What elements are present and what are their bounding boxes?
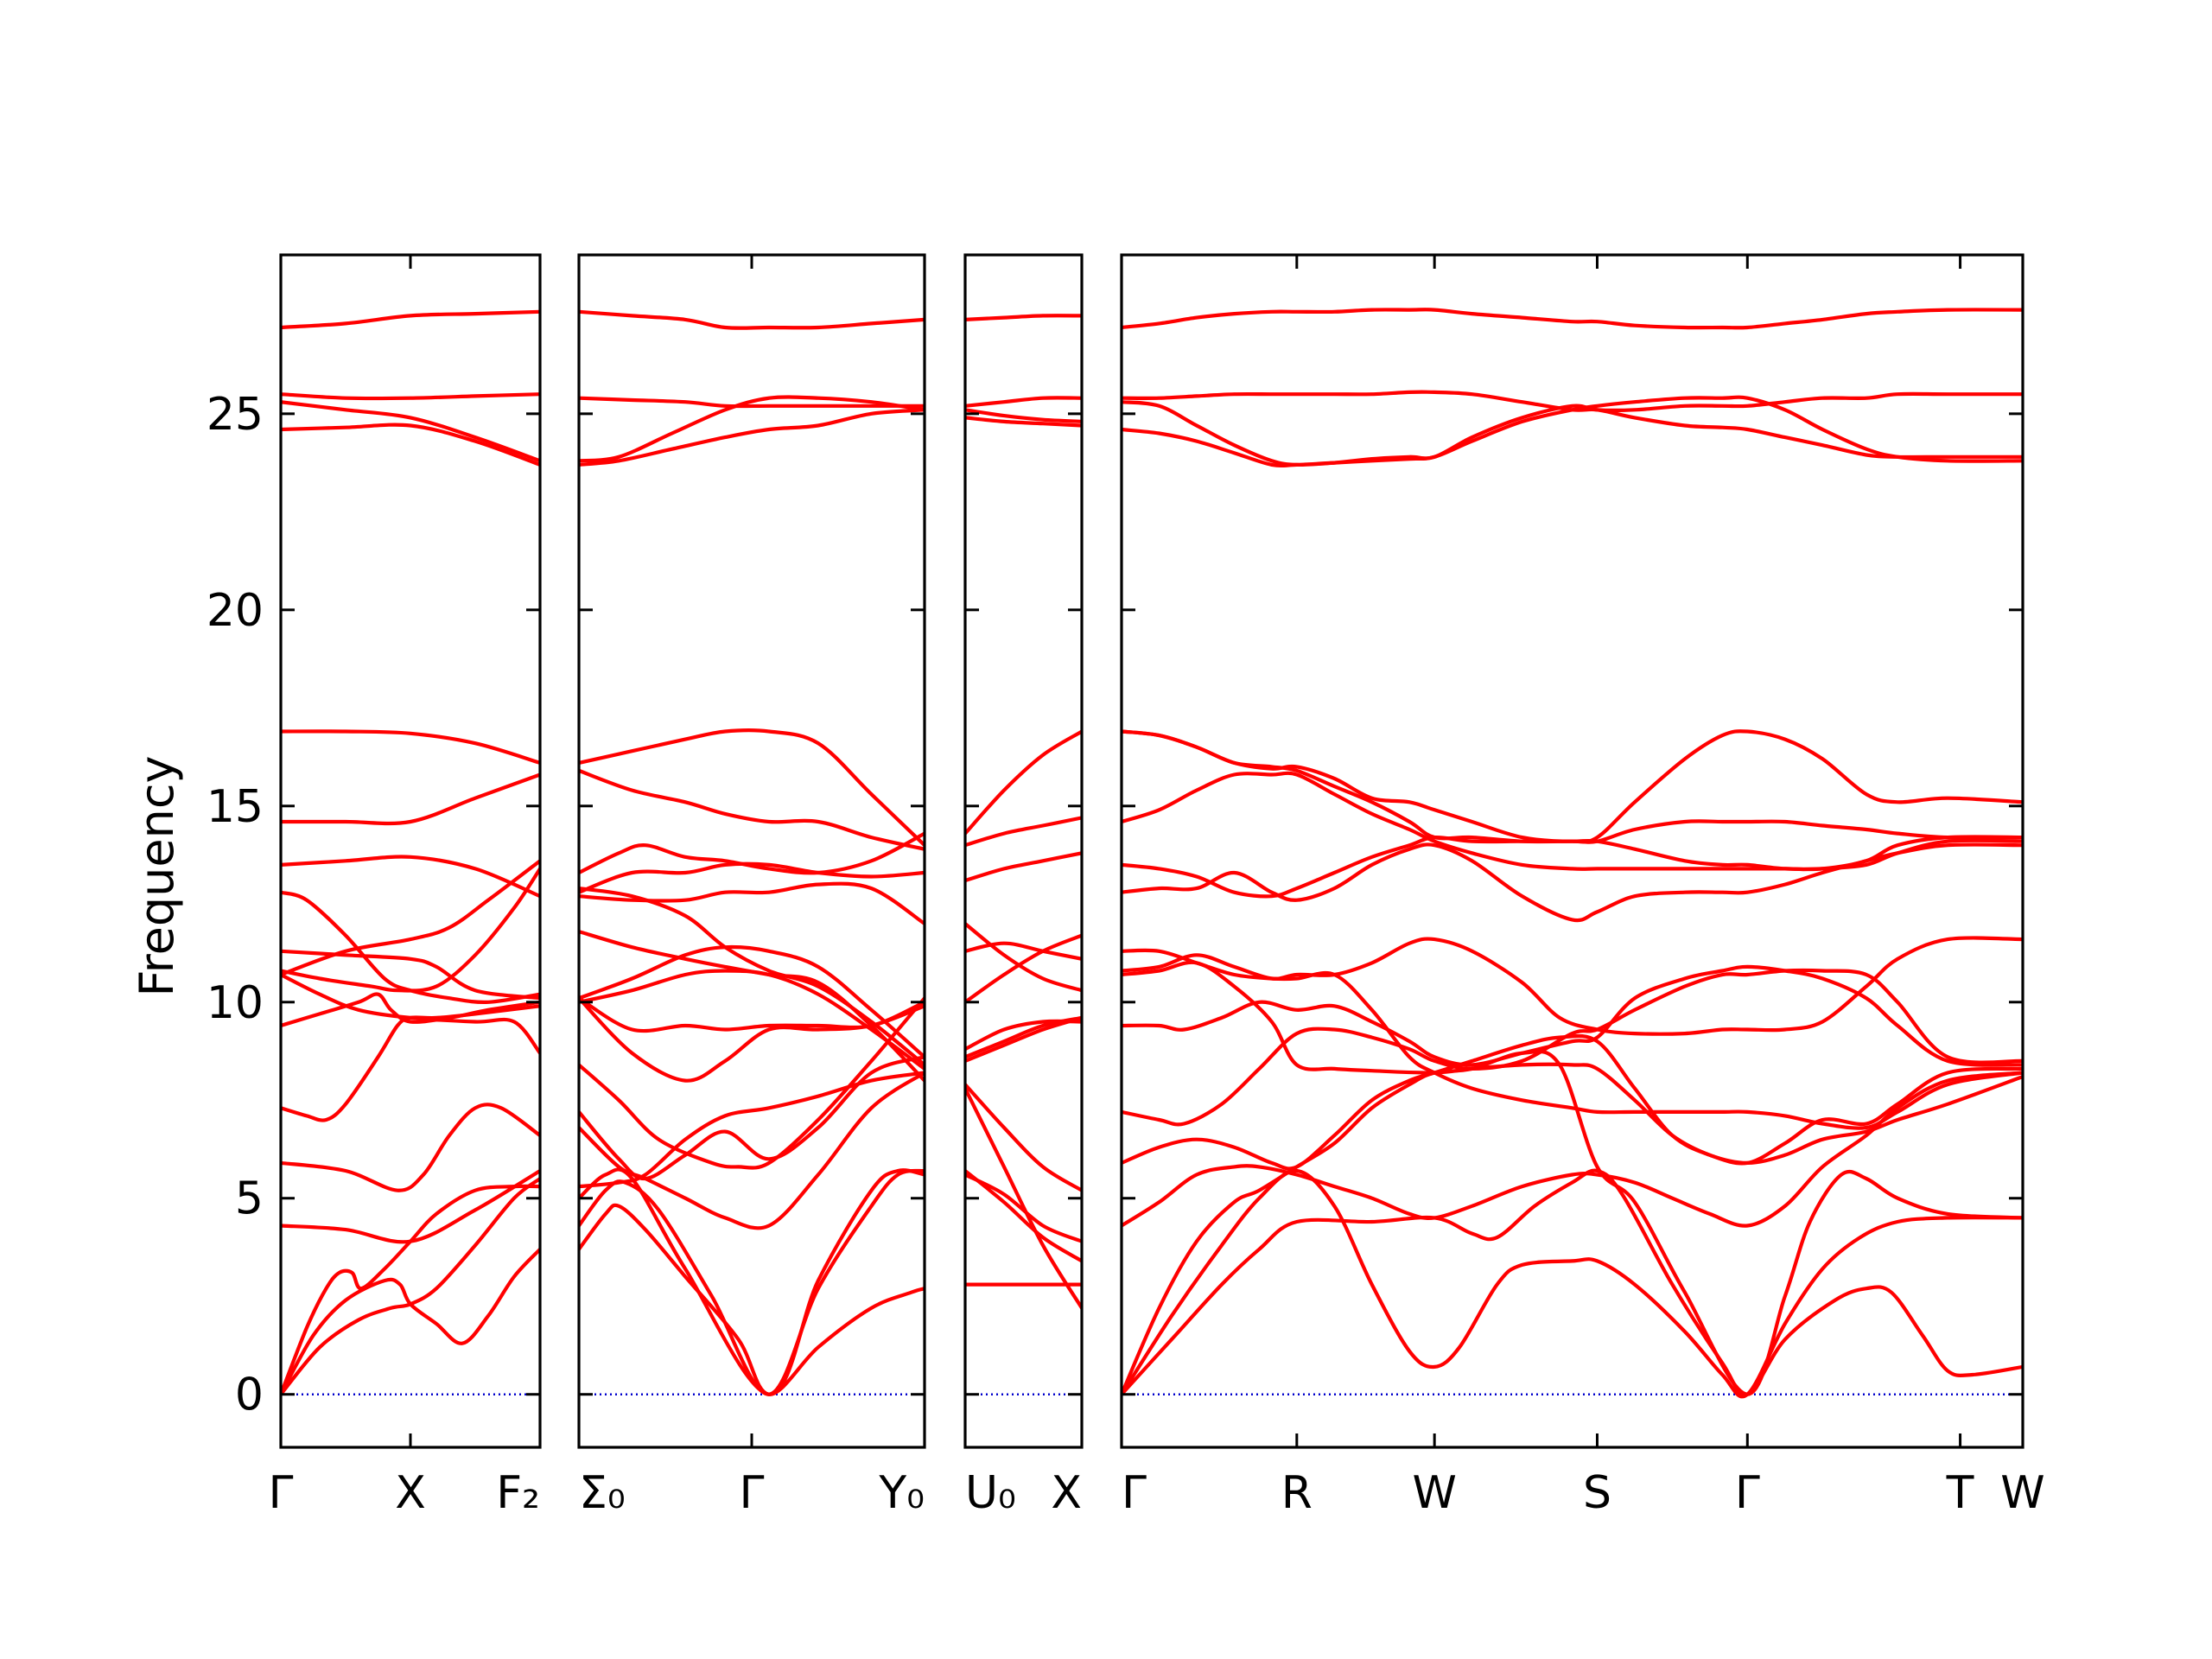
band-1	[1122, 1168, 2023, 1397]
band-15	[965, 416, 1082, 428]
y-tick-label: 10	[207, 977, 264, 1029]
band-9	[281, 867, 540, 993]
panel-frame	[963, 253, 1084, 1449]
band-18	[1122, 390, 2023, 460]
band-13	[281, 855, 540, 899]
x-tick-label: U₀	[965, 1467, 1016, 1519]
band-lines	[281, 309, 540, 1396]
band-7	[1122, 964, 2023, 1067]
band-16	[579, 831, 925, 875]
band-8	[1122, 960, 2023, 1165]
band-15	[281, 729, 540, 765]
x-tick-label: Γ	[269, 1467, 294, 1519]
band-10	[1122, 948, 2023, 1130]
band-1	[579, 1203, 925, 1396]
y-tick-label: 20	[207, 585, 264, 637]
x-tick-label: X	[395, 1467, 426, 1519]
band-14	[579, 881, 925, 926]
band-lines	[1122, 308, 2023, 1399]
band-5	[579, 1071, 925, 1230]
band-10	[579, 944, 925, 1059]
band-11	[965, 941, 1082, 961]
band-8	[965, 1019, 1082, 1052]
band-5	[1122, 1033, 2023, 1171]
band-7	[579, 996, 925, 1170]
band-11	[281, 890, 540, 1004]
band-16	[1122, 395, 2023, 468]
band-3	[1122, 1049, 2023, 1396]
x-tick-label: F₂	[496, 1467, 540, 1519]
band-4	[281, 1168, 540, 1244]
x-tick-label: W	[2000, 1467, 2044, 1519]
band-18	[281, 392, 540, 401]
band-12	[965, 851, 1082, 883]
band-1	[281, 1184, 540, 1396]
x-tick-label: Σ₀	[579, 1467, 626, 1519]
x-tick-label: X	[1051, 1467, 1082, 1519]
band-16	[965, 408, 1082, 423]
band-13	[1122, 771, 2023, 872]
x-tick-label: Y₀	[878, 1467, 925, 1519]
band-14	[281, 772, 540, 826]
panel-1: Γ X F₂	[269, 253, 542, 1519]
band-17	[965, 396, 1082, 408]
x-tick-label: T	[1946, 1467, 1974, 1519]
band-21	[579, 396, 925, 409]
y-axis-ticks: 0 5 10 15 20 25	[207, 389, 264, 1421]
band-4	[1122, 1071, 2023, 1228]
band-15	[1122, 729, 2023, 844]
band-panels: Γ X F₂ Σ₀ Γ Y₀ U₀ X Γ R W S Γ T W	[269, 253, 2045, 1519]
band-14	[965, 729, 1082, 836]
x-tick-label: Γ	[1735, 1467, 1760, 1519]
y-tick-label: 15	[207, 781, 264, 833]
band-12	[579, 930, 925, 1083]
band-18	[579, 728, 925, 848]
x-tick-label: Γ	[1122, 1467, 1147, 1519]
band-2	[965, 1086, 1082, 1310]
band-5	[965, 1083, 1082, 1192]
panel-3: U₀ X	[963, 253, 1084, 1519]
band-8	[281, 972, 540, 1055]
x-tick-label: R	[1281, 1467, 1313, 1519]
band-22	[579, 309, 925, 330]
y-axis-label: Frequency	[130, 756, 184, 997]
panel-2: Σ₀ Γ Y₀	[577, 253, 926, 1519]
band-19	[579, 408, 925, 467]
band-19	[1122, 308, 2023, 330]
band-17	[281, 400, 540, 463]
band-12	[281, 859, 540, 977]
band-19	[281, 309, 540, 330]
x-tick-label: W	[1412, 1467, 1456, 1519]
y-tick-label: 25	[207, 389, 264, 441]
band-7	[281, 992, 540, 1028]
band-13	[965, 816, 1082, 848]
x-tick-label: S	[1583, 1467, 1611, 1519]
band-lines	[965, 314, 1082, 1310]
band-20	[579, 395, 925, 463]
band-lines	[579, 309, 925, 1396]
band-6	[579, 1055, 925, 1181]
band-4	[965, 1173, 1082, 1243]
band-17	[579, 768, 925, 851]
band-3	[281, 1176, 540, 1396]
y-tick-label: 5	[235, 1173, 264, 1225]
band-16	[281, 423, 540, 467]
y-tick-label: 0	[235, 1370, 264, 1421]
band-13	[579, 887, 925, 1067]
band-18	[965, 314, 1082, 321]
band-9	[965, 933, 1082, 1004]
x-tick-label: Γ	[740, 1467, 765, 1519]
band-5	[281, 1103, 540, 1192]
band-6	[1122, 968, 2023, 1127]
panel-frame	[1120, 253, 2024, 1449]
band-10	[965, 921, 1082, 993]
